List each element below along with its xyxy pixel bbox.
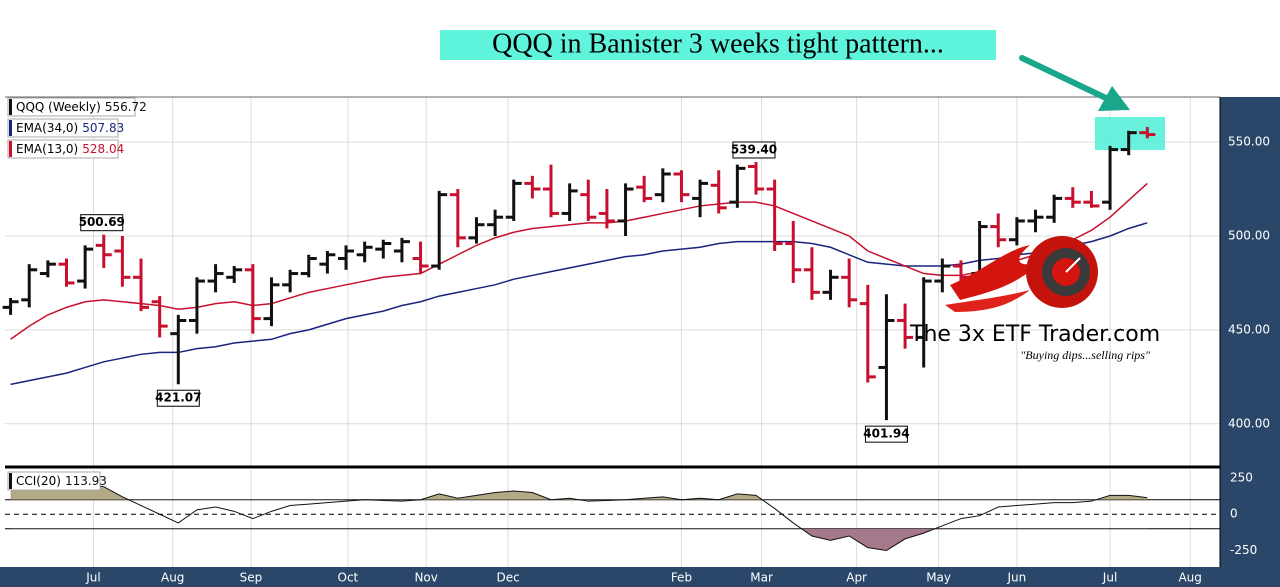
marks: 500.69 539.40 421.07 401.94 [2,127,1156,552]
x-axis-band [0,567,1280,587]
legend-swatch [9,99,12,115]
x-tick-label: Nov [414,571,437,585]
legend-box [7,139,119,159]
legend-value: 113.93 [65,474,107,488]
price-label-box [864,425,908,443]
legend-label: EMA(13,0) 528.04 [16,142,124,156]
price-label-box [732,141,776,159]
x-tick-label: Apr [846,571,867,585]
price-label: 401.94 [863,427,909,441]
y-tick-label: 450.00 [1228,322,1270,336]
legend-value: 507.83 [82,121,124,135]
legend-value: 528.04 [82,142,124,156]
legend-value: 556.72 [105,100,147,114]
price-label: 421.07 [155,391,201,405]
annotation-box [440,30,996,60]
legend: QQQ (Weekly) 556.72 EMA(34,0) 507.83 EMA(13,… [7,97,147,491]
x-tick-label: Jul [1102,571,1117,585]
logo-flame [945,236,1098,312]
legend-label: CCI(20) 113.93 [16,474,107,488]
legend-swatch [9,141,12,157]
legend-box [7,97,136,117]
cci-tick-label: -250 [1230,543,1257,557]
ema-line [10,222,1148,386]
price-label-box [80,214,124,232]
cci-line [10,481,1148,552]
price-label: 500.69 [79,215,125,229]
legend-box [7,471,101,491]
y-tick-label: 550.00 [1228,135,1270,149]
x-tick-label: Aug [161,571,184,585]
logo-text: The 3x ETF Trader.com [909,322,1160,347]
arrow [1019,55,1111,102]
annotation: QQQ in Banister 3 weeks tight pattern... [492,28,944,59]
cci-tick-label: 250 [1230,470,1253,484]
legend-name: EMA(13,0) [16,142,78,156]
x-tick-label: Feb [671,571,692,585]
y-tick-label: 400.00 [1228,416,1270,430]
y-axis-band [1220,97,1280,567]
legend-name: CCI(20) [16,474,61,488]
ema-line [10,182,1148,340]
x-tick-label: Aug [1178,571,1201,585]
logo-tagline: "Buying dips...selling rips" [1020,348,1151,362]
legend-name: EMA(34,0) [16,121,78,135]
price-label: 539.40 [731,142,777,156]
legend-box [7,118,119,138]
x-tick-label: May [926,571,951,585]
price-label-box [156,389,200,407]
x-tick-label: Sep [240,571,263,585]
legend-swatch [9,120,12,136]
x-tick-label: Oct [338,571,359,585]
x-tick-label: Jun [1007,571,1027,585]
x-tick-label: Mar [750,571,773,585]
cci-tick-label: 0 [1230,507,1238,521]
y-tick-label: 500.00 [1228,228,1270,242]
legend-swatch [9,473,12,489]
arrow-head [1098,86,1130,111]
legend-label: QQQ (Weekly) 556.72 [16,100,147,114]
x-tick-label: Jul [85,571,100,585]
x-tick-label: Dec [497,571,520,585]
cci-lower-fill [801,528,935,551]
legend-label: EMA(34,0) 507.83 [16,121,124,135]
legend-name: QQQ (Weekly) [16,100,101,114]
